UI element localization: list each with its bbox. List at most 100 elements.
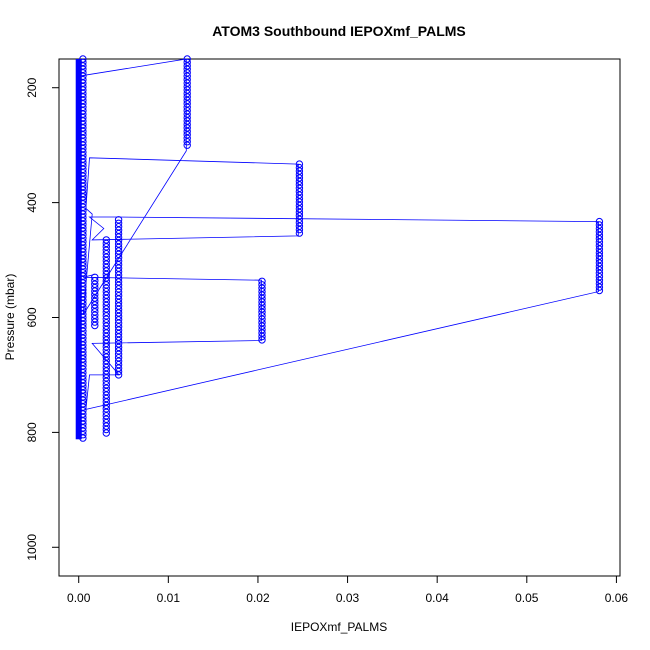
data-point — [114, 347, 123, 355]
data-point — [102, 350, 111, 358]
data-point — [102, 405, 111, 413]
data-point — [102, 260, 111, 268]
data-point — [258, 277, 266, 285]
data-point — [595, 283, 604, 291]
data-point — [295, 225, 304, 234]
data-point — [114, 257, 123, 265]
data-point — [102, 319, 111, 327]
data-point — [102, 418, 111, 427]
data-point — [114, 336, 123, 345]
data-point — [595, 238, 604, 246]
data-point — [91, 311, 99, 319]
y-tick-label: 800 — [25, 422, 39, 442]
data-point — [102, 308, 111, 316]
data-point — [102, 412, 111, 420]
data-point — [595, 266, 604, 274]
data-point — [114, 278, 123, 286]
data-point — [102, 360, 111, 368]
x-tick-label: 0.03 — [336, 591, 360, 605]
data-point — [595, 262, 604, 271]
data-point — [91, 273, 99, 281]
data-point — [258, 287, 266, 296]
data-point — [114, 288, 123, 296]
data-point — [114, 302, 123, 310]
data-point — [114, 371, 123, 379]
data-point — [102, 277, 111, 285]
data-point — [595, 259, 604, 267]
data-point — [102, 415, 111, 423]
data-point — [183, 127, 191, 136]
data-point — [102, 256, 111, 265]
data-point — [114, 343, 123, 352]
data-point — [91, 290, 99, 299]
data-point — [102, 287, 111, 296]
data-point — [295, 205, 304, 213]
data-point — [258, 332, 266, 341]
data-point — [114, 254, 123, 262]
data-point — [102, 301, 111, 310]
data-point — [258, 312, 266, 320]
data-point — [91, 314, 99, 323]
data-point — [114, 285, 123, 293]
data-point — [114, 319, 123, 327]
data-point — [295, 208, 304, 217]
data-point — [102, 291, 111, 299]
data-point — [295, 188, 304, 196]
data-point — [102, 377, 111, 385]
data-point — [102, 429, 111, 437]
data-point — [91, 321, 99, 330]
data-point — [102, 343, 111, 351]
data-point — [114, 271, 123, 279]
data-point — [295, 174, 304, 182]
data-point — [102, 236, 111, 244]
x-axis-title: IEPOXmf_PALMS — [291, 620, 387, 634]
x-tick-label: 0.02 — [246, 591, 270, 605]
data-point — [258, 284, 266, 292]
data-point — [114, 323, 123, 331]
data-point — [114, 243, 123, 252]
data-point — [91, 294, 99, 302]
data-point — [102, 367, 111, 375]
data-point — [114, 305, 123, 314]
data-point — [114, 326, 123, 334]
data-points — [75, 55, 604, 442]
data-point — [295, 222, 304, 230]
data-point — [595, 276, 604, 284]
data-point — [102, 329, 111, 337]
data-point — [114, 267, 123, 276]
data-point — [114, 350, 123, 358]
y-tick-label: 200 — [25, 77, 39, 97]
data-point — [258, 336, 266, 344]
data-point — [102, 246, 111, 255]
data-point — [114, 333, 123, 341]
data-point — [102, 250, 111, 258]
data-point — [295, 219, 304, 227]
data-point — [114, 292, 123, 300]
data-point — [114, 226, 123, 234]
x-tick-label: 0.06 — [605, 591, 629, 605]
x-tick-label: 0.04 — [426, 591, 450, 605]
data-point — [102, 322, 111, 330]
data-point — [114, 367, 123, 376]
data-point — [102, 387, 111, 396]
data-point — [102, 263, 111, 272]
data-point — [102, 384, 111, 392]
data-point — [91, 283, 99, 292]
data-point — [295, 229, 304, 237]
dense-point-band — [75, 59, 82, 440]
series-line — [78, 58, 599, 410]
x-axis: 0.00 0.01 0.02 0.03 0.04 0.05 0.06 — [67, 575, 629, 605]
data-point — [102, 332, 111, 341]
data-point — [258, 291, 266, 299]
data-point — [114, 360, 123, 369]
data-point — [114, 298, 123, 307]
data-point — [102, 312, 111, 320]
data-point — [595, 273, 604, 281]
y-axis-title: Pressure (mbar) — [3, 274, 17, 361]
data-point — [102, 346, 111, 354]
data-point — [91, 318, 99, 326]
data-point — [258, 325, 266, 334]
data-point — [595, 286, 604, 295]
data-point — [114, 223, 123, 231]
data-point — [102, 298, 111, 306]
